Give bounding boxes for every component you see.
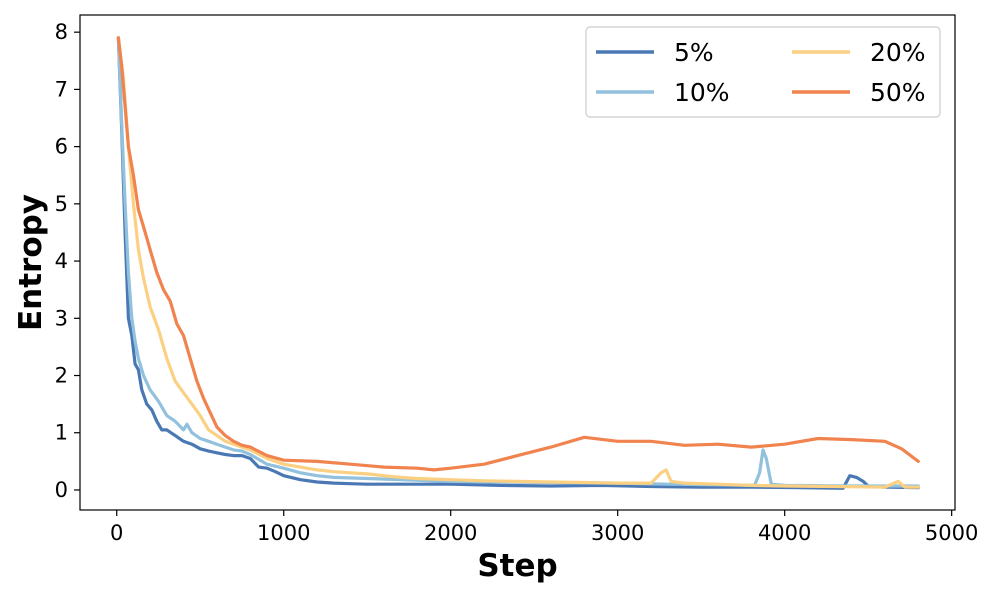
legend-label: 10% (674, 78, 730, 107)
x-tick-label: 4000 (758, 521, 811, 545)
y-tick-label: 1 (55, 421, 68, 445)
legend: 5% 10% 20% 50% (585, 26, 941, 118)
legend-box (585, 26, 941, 118)
y-axis-title: Entropy (13, 194, 49, 331)
series-line-50pct (116, 36, 920, 472)
y-tick-label: 8 (55, 20, 68, 44)
y-tick-label: 0 (55, 478, 68, 502)
y-tick-label: 5 (55, 192, 68, 216)
y-tick-label: 2 (55, 364, 68, 388)
y-tick-label: 6 (55, 135, 68, 159)
x-axis: 0 1000 2000 3000 4000 5000 (110, 510, 978, 545)
y-axis: 0 1 2 3 4 5 6 7 8 (55, 20, 80, 502)
x-tick-label: 0 (110, 521, 123, 545)
series-line-20pct (116, 36, 920, 489)
x-tick-label: 3000 (591, 521, 644, 545)
x-tick-label: 5000 (925, 521, 978, 545)
y-tick-label: 4 (55, 249, 68, 273)
legend-label: 50% (870, 78, 926, 107)
legend-label: 5% (674, 38, 714, 67)
x-axis-title: Step (477, 548, 557, 584)
series-layer (116, 36, 920, 490)
x-tick-label: 2000 (424, 521, 477, 545)
legend-label: 20% (870, 38, 926, 67)
y-tick-label: 3 (55, 306, 68, 330)
plot-frame (79, 14, 956, 511)
x-tick-label: 1000 (257, 521, 310, 545)
y-tick-label: 7 (55, 77, 68, 101)
series-line-5pct (116, 36, 920, 490)
